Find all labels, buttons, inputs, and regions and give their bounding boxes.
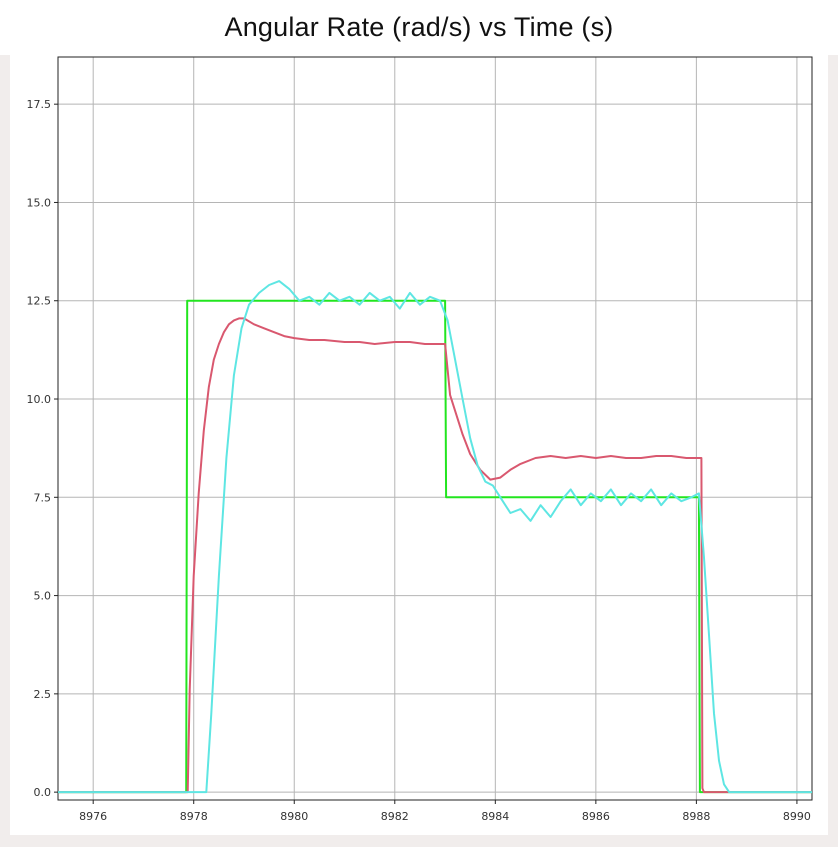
x-tick-label: 8976 <box>79 810 107 823</box>
chart-title: Angular Rate (rad/s) vs Time (s) <box>0 0 838 55</box>
y-tick-label: 15.0 <box>27 196 52 209</box>
x-tick-label: 8980 <box>280 810 308 823</box>
y-tick-label: 0.0 <box>34 786 52 799</box>
x-tick-label: 8978 <box>180 810 208 823</box>
y-tick-label: 10.0 <box>27 393 52 406</box>
cyan-series-line <box>58 280 812 794</box>
x-tick-label: 8984 <box>481 810 509 823</box>
line-chart: 8976 8978 8980 8982 8984 8986 8988 8990 0.0 2.5 5.… <box>27 56 813 823</box>
plot-frame <box>57 56 813 801</box>
chart-panel: 8976 8978 8980 8982 8984 8986 8988 8990 0.0 2.5 5.… <box>10 55 828 835</box>
y-tick-label: 2.5 <box>34 688 52 701</box>
x-tick-label: 8982 <box>381 810 409 823</box>
y-tick-label: 12.5 <box>27 295 52 308</box>
x-tick-label: 8986 <box>582 810 610 823</box>
setpoint-series-line <box>58 299 812 794</box>
y-tick-label: 17.5 <box>27 98 52 111</box>
red-series-line <box>58 317 812 794</box>
x-tick-label: 8988 <box>682 810 710 823</box>
y-tick-label: 5.0 <box>34 590 52 603</box>
y-tick-label: 7.5 <box>34 491 52 504</box>
x-tick-label: 8990 <box>783 810 811 823</box>
